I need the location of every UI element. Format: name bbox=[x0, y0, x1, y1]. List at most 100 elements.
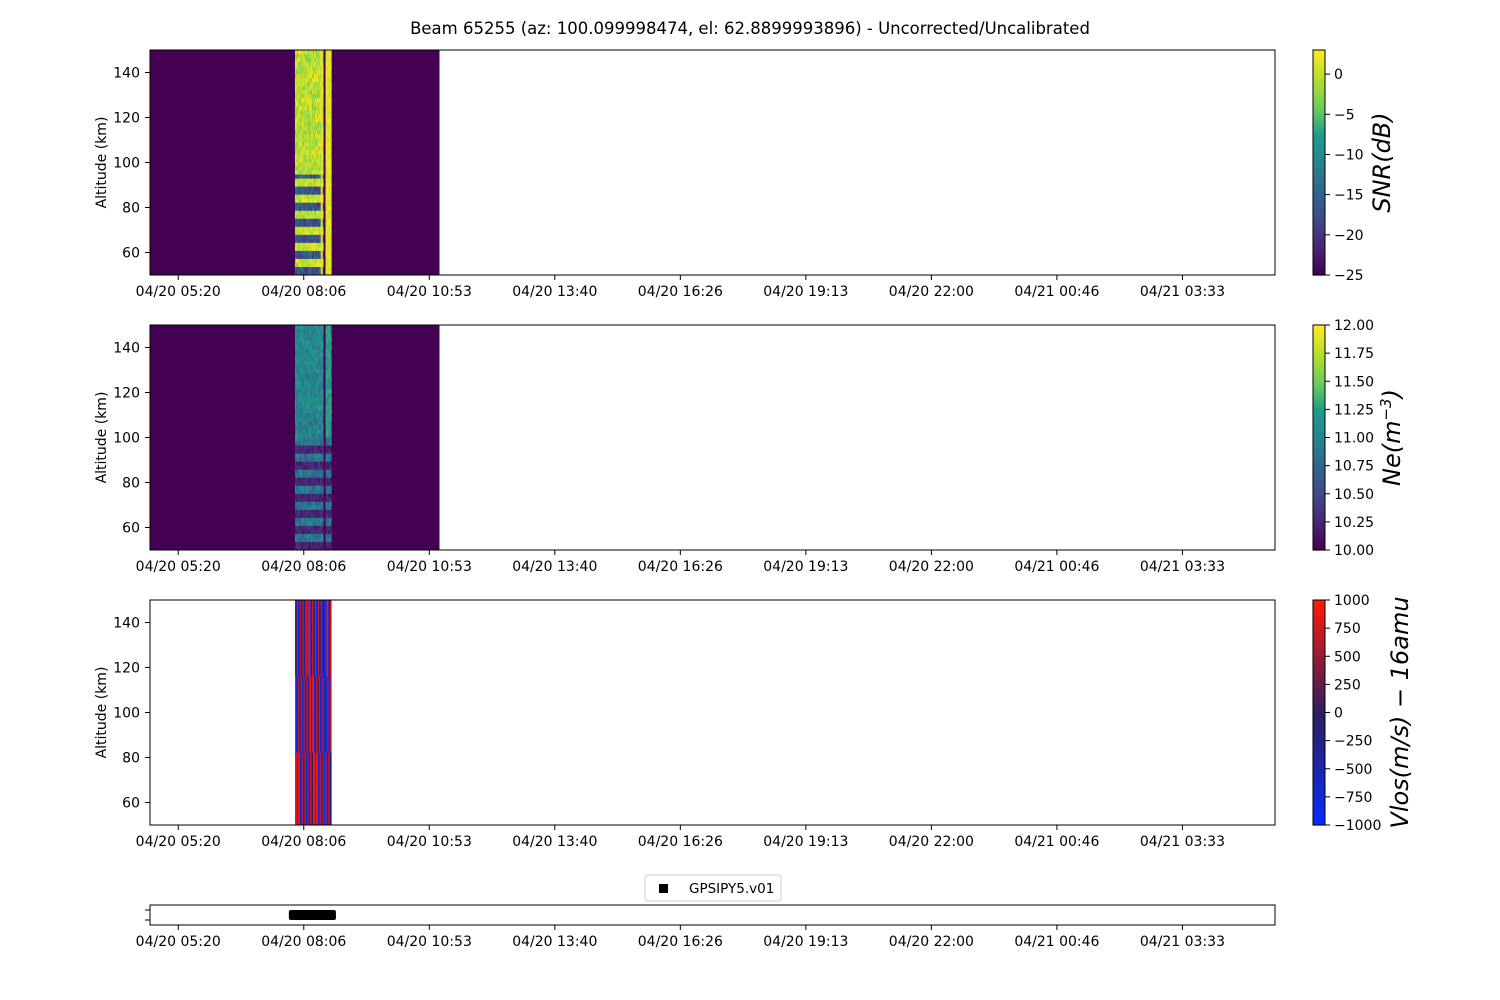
heatmap-cell bbox=[300, 210, 303, 216]
heatmap-cell bbox=[321, 142, 324, 147]
heatmap-cell bbox=[294, 453, 297, 458]
heatmap-cell bbox=[296, 489, 299, 495]
heatmap-cell bbox=[294, 393, 297, 398]
heatmap-cell bbox=[297, 230, 300, 236]
heatmap-cell bbox=[297, 325, 300, 330]
heatmap-cell bbox=[328, 509, 330, 515]
heatmap-cell bbox=[295, 608, 298, 613]
heatmap-cell bbox=[300, 250, 303, 256]
heatmap-cell bbox=[294, 768, 297, 774]
heatmap-cell bbox=[308, 202, 310, 208]
heatmap-cell bbox=[322, 377, 324, 382]
heatmap-cell bbox=[304, 489, 306, 495]
heatmap-cell bbox=[315, 186, 317, 192]
heatmap-cell bbox=[317, 333, 320, 338]
heatmap-cell bbox=[299, 349, 302, 354]
heatmap-cell bbox=[311, 142, 313, 147]
heatmap-cell bbox=[296, 481, 299, 487]
heatmap-cell bbox=[327, 110, 329, 115]
heatmap-cell bbox=[307, 54, 309, 59]
heatmap-cell bbox=[315, 210, 318, 216]
heatmap-cell bbox=[327, 170, 329, 175]
heatmap-cell bbox=[299, 110, 302, 115]
heatmap-cell bbox=[299, 214, 302, 220]
heatmap-cell bbox=[324, 270, 326, 275]
heatmap-cell bbox=[311, 166, 313, 171]
heatmap-cell bbox=[304, 485, 306, 491]
heatmap-cell bbox=[330, 74, 332, 79]
heatmap-cell bbox=[318, 457, 321, 463]
heatmap-cell bbox=[324, 250, 326, 256]
heatmap-cell bbox=[304, 469, 306, 475]
heatmap-cell bbox=[329, 138, 331, 143]
heatmap-cell bbox=[306, 473, 308, 479]
heatmap-cell bbox=[321, 186, 324, 192]
heatmap-cell bbox=[297, 78, 300, 83]
heatmap-cell bbox=[324, 489, 326, 495]
heatmap-cell bbox=[313, 154, 315, 159]
colorbar-segment bbox=[1313, 403, 1325, 407]
heatmap-cell bbox=[324, 429, 326, 434]
heatmap-cell bbox=[325, 86, 327, 91]
heatmap-cell bbox=[330, 218, 332, 224]
heatmap-cell bbox=[304, 517, 306, 523]
heatmap-cell bbox=[319, 361, 322, 366]
heatmap-cell bbox=[310, 417, 312, 422]
heatmap-cell bbox=[317, 234, 320, 240]
heatmap-cell bbox=[320, 242, 323, 248]
heatmap-cell bbox=[318, 473, 321, 479]
heatmap-cell bbox=[302, 102, 304, 107]
heatmap-cell bbox=[298, 433, 301, 438]
heatmap-cell bbox=[302, 262, 304, 268]
heatmap-cell bbox=[295, 469, 298, 475]
heatmap-cell bbox=[299, 716, 302, 721]
heatmap-cell bbox=[294, 258, 297, 264]
heatmap-cell bbox=[306, 469, 308, 475]
heatmap-cell bbox=[299, 369, 302, 374]
heatmap-cell bbox=[301, 696, 304, 701]
heatmap-cell bbox=[312, 146, 314, 151]
heatmap-cell bbox=[310, 449, 312, 454]
heatmap-cell bbox=[313, 465, 315, 471]
heatmap-cell bbox=[325, 369, 327, 374]
heatmap-cell bbox=[298, 258, 301, 264]
heatmap-cell bbox=[309, 50, 311, 55]
heatmap-cell bbox=[318, 186, 321, 192]
colorbar-segment bbox=[1313, 52, 1325, 56]
heatmap-cell bbox=[323, 70, 325, 75]
heatmap-cell bbox=[304, 146, 306, 151]
heatmap-cell bbox=[301, 266, 304, 272]
heatmap-cell bbox=[301, 636, 304, 641]
heatmap-cell bbox=[315, 190, 317, 196]
heatmap-cell bbox=[299, 250, 302, 256]
heatmap-cell bbox=[304, 405, 306, 410]
heatmap-cell bbox=[297, 369, 300, 374]
heatmap-cell bbox=[330, 70, 332, 75]
heatmap-cell bbox=[299, 489, 302, 495]
heatmap-cell bbox=[320, 150, 323, 155]
heatmap-cell bbox=[329, 86, 331, 91]
heatmap-cell bbox=[329, 325, 331, 330]
x-tick-label: 04/20 08:06 bbox=[261, 284, 346, 300]
heatmap-cell bbox=[314, 493, 316, 499]
heatmap-cell bbox=[311, 186, 313, 192]
heatmap-cell bbox=[319, 373, 322, 378]
heatmap-cell bbox=[300, 497, 303, 503]
heatmap-cell bbox=[299, 234, 302, 240]
heatmap-cell bbox=[315, 517, 318, 523]
heatmap-cell bbox=[294, 138, 297, 143]
heatmap-cell bbox=[327, 150, 329, 155]
heatmap-cell bbox=[300, 545, 303, 550]
heatmap-cell bbox=[319, 226, 322, 232]
heatmap-cell bbox=[300, 684, 303, 689]
heatmap-cell bbox=[313, 497, 315, 503]
heatmap-cell bbox=[314, 333, 316, 338]
heatmap-cell bbox=[328, 449, 330, 454]
heatmap-cell bbox=[320, 333, 323, 338]
heatmap-cell bbox=[330, 509, 332, 515]
heatmap-cell bbox=[327, 357, 329, 362]
heatmap-cell bbox=[326, 250, 328, 256]
heatmap-cell bbox=[316, 54, 319, 59]
heatmap-cell bbox=[324, 158, 326, 163]
heatmap-cell bbox=[327, 401, 329, 406]
